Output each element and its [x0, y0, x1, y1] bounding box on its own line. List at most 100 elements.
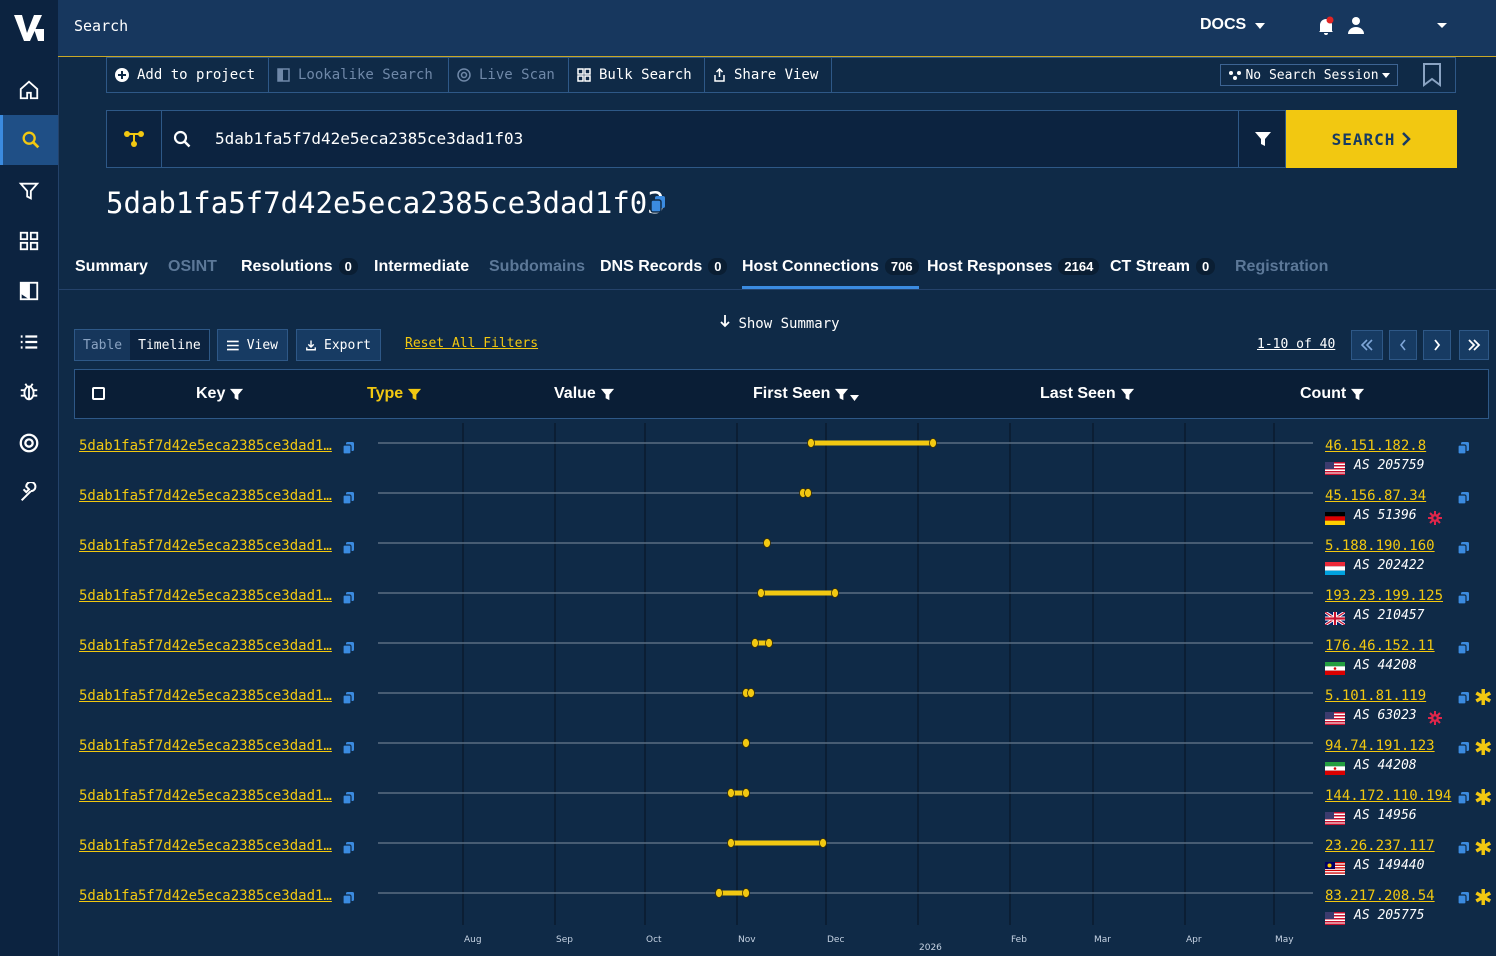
row-ip-link[interactable]: 193.23.199.125 [1325, 588, 1444, 604]
search-input[interactable] [215, 129, 1115, 148]
first-page-icon[interactable] [1351, 330, 1383, 360]
copy-ip-icon[interactable] [1457, 490, 1470, 509]
copy-key-icon[interactable] [342, 540, 355, 559]
tab-dns-records[interactable]: DNS Records 0 [600, 258, 728, 288]
sort-desc-icon[interactable] [850, 395, 860, 401]
filter-active-icon[interactable] [407, 387, 422, 402]
pivot-network-icon[interactable] [107, 111, 162, 167]
copy-title-icon[interactable] [650, 195, 667, 217]
column-type[interactable]: Type [367, 385, 422, 403]
star-icon[interactable]: ✱ [1474, 786, 1493, 811]
search-session-dropdown[interactable]: No Search Session [1220, 64, 1398, 86]
nav-tools-icon[interactable] [0, 468, 58, 518]
column-value[interactable]: Value [554, 385, 615, 403]
row-key-link[interactable]: 5dab1fa5f7d42e5eca2385ce3dad1… [79, 788, 332, 804]
bookmark-icon[interactable] [1422, 63, 1442, 91]
tab-registration[interactable]: Registration [1235, 258, 1328, 288]
copy-ip-icon[interactable] [1457, 440, 1470, 459]
export-button[interactable]: Export [296, 329, 381, 361]
copy-key-icon[interactable] [342, 640, 355, 659]
copy-key-icon[interactable] [342, 790, 355, 809]
nav-compare-icon[interactable] [0, 266, 58, 316]
nav-bug-icon[interactable] [0, 367, 58, 417]
nav-target-icon[interactable] [0, 418, 58, 468]
copy-ip-icon[interactable] [1457, 890, 1470, 909]
row-ip-link[interactable]: 5.101.81.119 [1325, 688, 1427, 704]
row-ip-link[interactable]: 176.46.152.11 [1325, 638, 1435, 654]
nav-list-icon[interactable] [0, 317, 58, 367]
column-count[interactable]: Count [1300, 385, 1365, 403]
star-icon[interactable]: ✱ [1474, 836, 1493, 861]
search-filter-icon[interactable] [1238, 111, 1287, 167]
column-first-seen[interactable]: First Seen [753, 385, 860, 403]
lookalike-search-button[interactable]: Lookalike Search [269, 58, 449, 92]
row-key-link[interactable]: 5dab1fa5f7d42e5eca2385ce3dad1… [79, 688, 332, 704]
tab-osint[interactable]: OSINT [168, 258, 217, 288]
star-icon[interactable]: ✱ [1474, 736, 1493, 761]
row-key-link[interactable]: 5dab1fa5f7d42e5eca2385ce3dad1… [79, 438, 332, 454]
row-key-link[interactable]: 5dab1fa5f7d42e5eca2385ce3dad1… [79, 638, 332, 654]
tab-host-connections[interactable]: Host Connections 706 [742, 258, 919, 289]
row-ip-link[interactable]: 83.217.208.54 [1325, 888, 1435, 904]
nav-filter-icon[interactable] [0, 166, 58, 216]
add-to-project-button[interactable]: Add to project [107, 58, 269, 92]
row-key-link[interactable]: 5dab1fa5f7d42e5eca2385ce3dad1… [79, 538, 332, 554]
copy-ip-icon[interactable] [1457, 690, 1470, 709]
toggle-table-button[interactable]: Table [75, 330, 131, 360]
last-page-icon[interactable] [1459, 330, 1489, 360]
copy-ip-icon[interactable] [1457, 590, 1470, 609]
row-ip-link[interactable]: 5.188.190.160 [1325, 538, 1435, 554]
previous-page-icon[interactable] [1389, 330, 1417, 360]
reset-all-filters-link[interactable]: Reset All Filters [405, 336, 539, 351]
row-key-link[interactable]: 5dab1fa5f7d42e5eca2385ce3dad1… [79, 488, 332, 504]
column-last-seen[interactable]: Last Seen [1040, 385, 1135, 403]
filter-icon[interactable] [600, 387, 615, 402]
next-page-icon[interactable] [1423, 330, 1451, 360]
copy-key-icon[interactable] [342, 490, 355, 509]
select-all-checkbox[interactable] [92, 387, 105, 400]
tab-intermediate[interactable]: Intermediate [374, 258, 469, 288]
copy-key-icon[interactable] [342, 590, 355, 609]
row-key-link[interactable]: 5dab1fa5f7d42e5eca2385ce3dad1… [79, 738, 332, 754]
copy-ip-icon[interactable] [1457, 790, 1470, 809]
tab-resolutions[interactable]: Resolutions 0 [241, 258, 358, 288]
copy-key-icon[interactable] [342, 440, 355, 459]
row-ip-link[interactable]: 94.74.191.123 [1325, 738, 1435, 754]
row-ip-link[interactable]: 144.172.110.194 [1325, 788, 1452, 804]
user-menu-chevron-icon[interactable] [1436, 15, 1448, 39]
nav-home-icon[interactable] [0, 65, 58, 115]
filter-icon[interactable] [1120, 387, 1135, 402]
row-ip-link[interactable]: 23.26.237.117 [1325, 838, 1435, 854]
copy-ip-icon[interactable] [1457, 840, 1470, 859]
row-key-link[interactable]: 5dab1fa5f7d42e5eca2385ce3dad1… [79, 838, 332, 854]
row-key-link[interactable]: 5dab1fa5f7d42e5eca2385ce3dad1… [79, 888, 332, 904]
star-icon[interactable]: ✱ [1474, 886, 1493, 911]
column-key[interactable]: Key [196, 385, 244, 403]
nav-search-icon[interactable] [0, 115, 58, 165]
filter-icon[interactable] [834, 387, 849, 402]
copy-key-icon[interactable] [342, 690, 355, 709]
live-scan-button[interactable]: Live Scan [449, 58, 569, 92]
view-menu-button[interactable]: View [217, 329, 288, 361]
search-button[interactable]: SEARCH [1286, 110, 1457, 168]
show-summary-toggle[interactable]: Show Summary [720, 314, 840, 332]
copy-ip-icon[interactable] [1457, 540, 1470, 559]
tab-ct-stream[interactable]: CT Stream 0 [1110, 258, 1216, 288]
copy-key-icon[interactable] [342, 740, 355, 759]
copy-ip-icon[interactable] [1457, 640, 1470, 659]
logo[interactable] [0, 0, 58, 56]
tab-subdomains[interactable]: Subdomains [489, 258, 585, 288]
share-view-button[interactable]: Share View [705, 58, 832, 92]
copy-key-icon[interactable] [342, 840, 355, 859]
copy-key-icon[interactable] [342, 890, 355, 909]
tab-summary[interactable]: Summary [75, 258, 148, 288]
filter-icon[interactable] [1350, 387, 1365, 402]
row-ip-link[interactable]: 46.151.182.8 [1325, 438, 1427, 454]
toggle-timeline-button[interactable]: Timeline [130, 330, 209, 360]
copy-ip-icon[interactable] [1457, 740, 1470, 759]
bulk-search-button[interactable]: Bulk Search [569, 58, 705, 92]
notification-bell-icon[interactable] [1316, 16, 1336, 40]
row-key-link[interactable]: 5dab1fa5f7d42e5eca2385ce3dad1… [79, 588, 332, 604]
user-icon[interactable] [1346, 15, 1366, 39]
pagination-range[interactable]: 1-10 of 40 [1257, 337, 1336, 352]
